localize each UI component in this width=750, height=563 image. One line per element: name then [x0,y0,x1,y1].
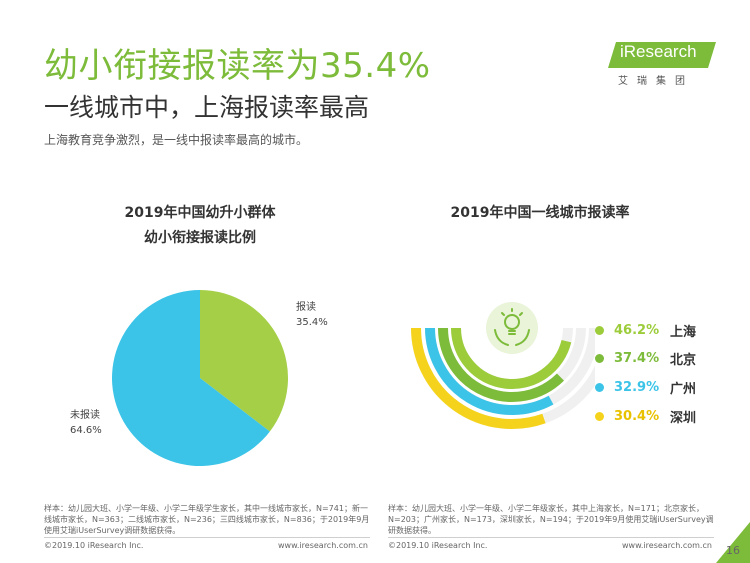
sample-note-right: 样本：幼儿园大班、小学一年级、小学二年级家长，其中上海家长，N=171；北京家长… [388,504,714,535]
lightbulb-hands-icon [486,302,538,354]
page-description: 上海教育竞争激烈，是一线中报读率最高的城市。 [44,133,309,147]
legend-dot-guangzhou [595,382,604,392]
footer-divider-left [44,537,370,538]
pie-chart [111,290,288,466]
pie-chart-subtitle: 幼小衔接报读比例 [144,230,256,246]
pie-label-not-enrolled: 未报读 64.6% [70,408,102,438]
legend-dot-beijing [595,353,604,363]
radial-bar-guangzhou [425,327,554,415]
page-number: 16 [726,544,740,557]
legend-item-beijing: 37.4% 北京 [595,348,696,368]
pie-chart-title: 2019年中国幼升小群体 [124,205,276,221]
radial-bar-beijing [438,327,564,402]
sample-note-left: 样本：幼儿园大班、小学一年级、小学二年级学生家长，其中一线城市家长，N=741；… [44,504,370,535]
footer-url-right: www.iresearch.com.cn [622,541,712,550]
radial-bar-shenzhen [411,327,546,429]
legend-value-shenzhen: 30.4% [614,408,660,424]
pie-label-enrolled-value: 35.4% [296,317,328,328]
page-subtitle: 一线城市中，上海报读率最高 [44,93,370,122]
radial-bar-chart [411,302,595,429]
iresearch-logo: iResearch 艾瑞集团 [608,42,718,87]
footer-divider-right [388,537,714,538]
radial-bar-shanghai [451,327,572,389]
logo-brand-text: iResearch [620,42,697,61]
logo-badge-shape [608,42,716,68]
page-title: 幼小衔接报读率为35.4% [44,46,431,86]
legend-city-shenzhen: 深圳 [670,410,697,426]
radial-chart-title: 2019年中国一线城市报读率 [450,205,630,221]
legend-value-shanghai: 46.2% [614,322,660,338]
legend-item-shanghai: 46.2% 上海 [595,320,696,340]
footer-copyright-left: ©2019.10 iResearch Inc. [44,541,144,550]
page-corner-shape [716,522,750,563]
legend-value-beijing: 37.4% [614,350,660,366]
pie-slice-not-enrolled [111,290,270,466]
legend-value-guangzhou: 32.9% [614,379,660,395]
footer-url-left: www.iresearch.com.cn [278,541,368,550]
legend-city-shanghai: 上海 [670,324,697,340]
logo-cn-text: 艾瑞集团 [618,76,694,87]
pie-slice-enrolled [200,290,288,432]
legend-dot-shenzhen [595,411,604,421]
legend-item-guangzhou: 32.9% 广州 [595,377,696,397]
pie-label-enrolled: 报读 35.4% [296,300,328,330]
pie-label-not-enrolled-value: 64.6% [70,425,102,436]
legend-dot-shanghai [595,325,604,335]
pie-label-enrolled-name: 报读 [296,302,316,313]
legend-city-guangzhou: 广州 [670,381,697,397]
footer-copyright-right: ©2019.10 iResearch Inc. [388,541,488,550]
legend-item-shenzhen: 30.4% 深圳 [595,406,696,426]
legend-city-beijing: 北京 [670,352,697,368]
radial-legend: 46.2% 上海 37.4% 北京 32.9% 广州 30.4% 深圳 [595,320,735,430]
pie-label-not-enrolled-name: 未报读 [70,410,100,421]
